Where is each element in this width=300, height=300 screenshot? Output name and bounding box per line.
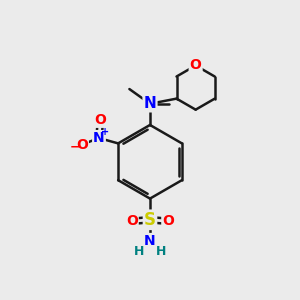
Text: +: + <box>101 127 110 137</box>
Text: N: N <box>144 234 156 248</box>
Text: N: N <box>144 96 156 111</box>
Text: O: O <box>76 138 88 152</box>
Text: O: O <box>190 58 202 73</box>
Text: O: O <box>162 214 174 228</box>
Text: −: − <box>70 141 81 154</box>
Text: N: N <box>93 131 105 145</box>
Text: O: O <box>126 214 138 228</box>
Text: S: S <box>144 211 156 229</box>
Text: O: O <box>94 113 106 127</box>
Text: H: H <box>134 245 144 258</box>
Text: H: H <box>156 245 166 258</box>
